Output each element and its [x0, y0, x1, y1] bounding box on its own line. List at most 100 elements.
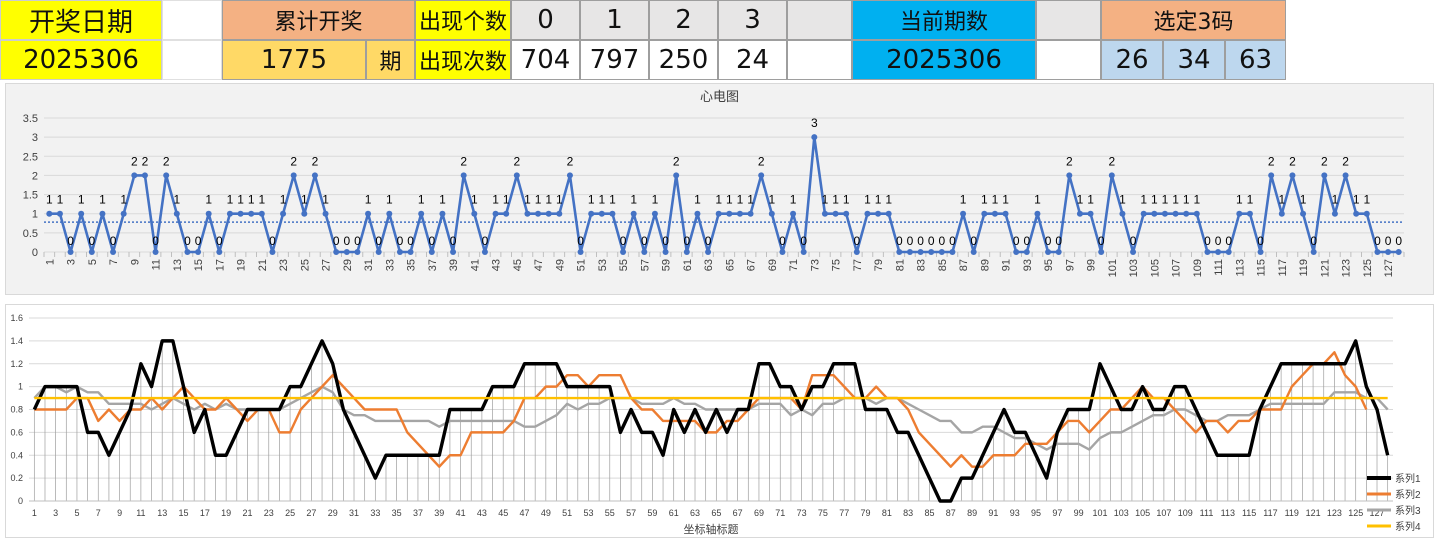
data-label: 1: [737, 193, 744, 207]
data-point: [630, 210, 637, 217]
x-tick-label: 31: [363, 259, 375, 271]
data-label: 1: [992, 193, 999, 207]
data-label: 0: [152, 234, 159, 248]
data-point: [705, 249, 712, 255]
data-label: 1: [46, 193, 53, 207]
x-tick-label: 5: [74, 508, 79, 518]
data-label: 1: [885, 193, 892, 207]
data-label: 0: [354, 234, 361, 248]
data-point: [566, 172, 573, 179]
data-label: 1: [322, 193, 329, 207]
data-label: 1: [248, 193, 255, 207]
x-tick-label: 91: [988, 508, 998, 518]
data-point: [184, 249, 191, 255]
data-point: [1183, 210, 1190, 217]
x-tick-label: 119: [1285, 508, 1299, 518]
digit-count-3: 24: [718, 40, 787, 80]
data-point: [906, 249, 913, 255]
data-point: [683, 249, 690, 255]
data-point: [280, 210, 287, 217]
data-label: 0: [1098, 234, 1105, 248]
data-point: [1140, 210, 1147, 217]
x-tick-label: 61: [669, 508, 679, 518]
x-tick-label: 121: [1306, 508, 1321, 518]
selected-label: 选定3码: [1101, 0, 1286, 40]
data-point: [1119, 210, 1126, 217]
x-tick-label: 25: [299, 259, 311, 271]
x-tick-label: 21: [242, 508, 252, 518]
data-point: [418, 210, 425, 217]
data-label: 0: [1310, 234, 1317, 248]
x-tick-label: 85: [924, 508, 934, 518]
data-point: [620, 249, 627, 255]
x-tick-label: 71: [788, 259, 800, 271]
data-point: [333, 249, 340, 255]
blank-cell: [787, 40, 852, 80]
x-tick-label: 63: [703, 259, 715, 271]
data-point: [1087, 210, 1094, 217]
digit-3: 3: [718, 0, 787, 40]
x-tick-label: 95: [1031, 508, 1041, 518]
data-point: [1130, 249, 1137, 255]
x-tick-label: 29: [328, 508, 338, 518]
x-tick-label: 39: [448, 259, 460, 271]
x-tick-label: 21: [257, 259, 269, 271]
data-label: 1: [832, 193, 839, 207]
x-tick-label: 115: [1242, 508, 1256, 518]
y-tick-label: 0.6: [10, 427, 23, 437]
x-tick-label: 127: [1383, 259, 1395, 277]
x-tick-label: 13: [172, 259, 184, 271]
digit-count-1: 797: [580, 40, 649, 80]
x-tick-label: 19: [221, 508, 231, 518]
x-tick-label: 123: [1327, 508, 1342, 518]
data-label: 0: [1225, 234, 1232, 248]
data-point: [1321, 172, 1328, 179]
x-tick-label: 51: [576, 259, 588, 271]
data-point: [407, 249, 414, 255]
y-tick-label: 0.2: [10, 473, 23, 483]
data-point: [248, 210, 255, 217]
data-point: [747, 210, 754, 217]
x-tick-label: 113: [1221, 508, 1235, 518]
x-tick-label: 91: [1001, 259, 1013, 271]
digit-0: 0: [511, 0, 580, 40]
y-tick-label: 1.5: [23, 190, 38, 202]
x-tick-label: 29: [342, 259, 354, 271]
y-tick-label: 1: [32, 209, 38, 221]
x-tick-label: 45: [512, 259, 524, 271]
x-tick-label: 15: [179, 508, 189, 518]
data-label: 1: [1247, 193, 1254, 207]
y-tick-label: 1.6: [10, 313, 23, 323]
data-point: [173, 210, 180, 217]
data-label: 1: [609, 193, 616, 207]
data-point: [99, 210, 106, 217]
x-tick-label: 67: [733, 508, 743, 518]
x-tick-label: 57: [639, 259, 651, 271]
x-tick-label: 83: [903, 508, 913, 518]
legend-label: 系列2: [1395, 488, 1421, 501]
data-label: 0: [1215, 234, 1222, 248]
data-point: [110, 249, 117, 255]
data-point: [917, 249, 924, 255]
period-unit: 期: [366, 40, 415, 80]
current-period-label: 当前期数: [852, 0, 1036, 40]
data-label: 1: [790, 193, 797, 207]
x-tick-label: 27: [321, 259, 333, 271]
blank-cell: [162, 40, 222, 80]
chart-title: 心电图: [700, 89, 739, 104]
data-label: 1: [588, 193, 595, 207]
data-label: 1: [1119, 193, 1126, 207]
x-tick-label: 103: [1128, 259, 1140, 277]
data-label: 1: [726, 193, 733, 207]
data-label: 0: [662, 234, 669, 248]
data-point: [588, 210, 595, 217]
data-point: [513, 172, 520, 179]
data-point: [141, 172, 148, 179]
x-tick-label: 59: [661, 259, 673, 271]
data-label: 0: [641, 234, 648, 248]
y-tick-label: 2.5: [23, 151, 38, 163]
data-label: 1: [864, 193, 871, 207]
x-tick-label: 81: [882, 508, 892, 518]
x-tick-label: 23: [278, 259, 290, 271]
x-tick-label: 107: [1156, 508, 1171, 518]
